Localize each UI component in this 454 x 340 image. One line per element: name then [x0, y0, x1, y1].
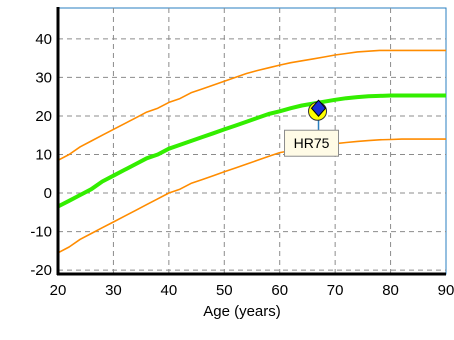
- y-tick-label: -20: [30, 262, 52, 279]
- x-tick-label: 30: [105, 282, 122, 299]
- axes: [56, 7, 446, 276]
- series-line-1: [57, 49, 446, 162]
- series-lines: [57, 49, 446, 254]
- y-tick-label: 30: [35, 69, 52, 86]
- series-line-3: [57, 138, 446, 254]
- plot-area: [57, 7, 447, 275]
- series-line-2: [57, 93, 446, 209]
- annotation-label: HR75: [294, 135, 330, 151]
- x-tick-label: 90: [438, 282, 454, 299]
- tick-labels: -20 -10 0 10 20 30 40 20 30 40 50 60 70 80 90: [30, 31, 454, 299]
- x-axis-title: Age (years): [203, 303, 281, 320]
- y-tick-label: -10: [30, 224, 52, 241]
- y-tick-label: 10: [35, 146, 52, 163]
- grid-lines: [58, 8, 446, 274]
- data-marker[interactable]: HR75: [284, 99, 340, 157]
- y-tick-label: 40: [35, 31, 52, 48]
- x-tick-label: 50: [216, 282, 233, 299]
- x-tick-label: 70: [327, 282, 344, 299]
- annotation-box: [284, 129, 340, 157]
- x-tick-label: 80: [382, 282, 399, 299]
- marker-diamond[interactable]: [310, 99, 327, 117]
- x-tick-label: 40: [161, 282, 178, 299]
- y-tick-label: 20: [35, 108, 52, 125]
- x-tick-label: 20: [50, 282, 67, 299]
- x-tick-label: 60: [271, 282, 288, 299]
- y-tick-label: 0: [44, 185, 52, 202]
